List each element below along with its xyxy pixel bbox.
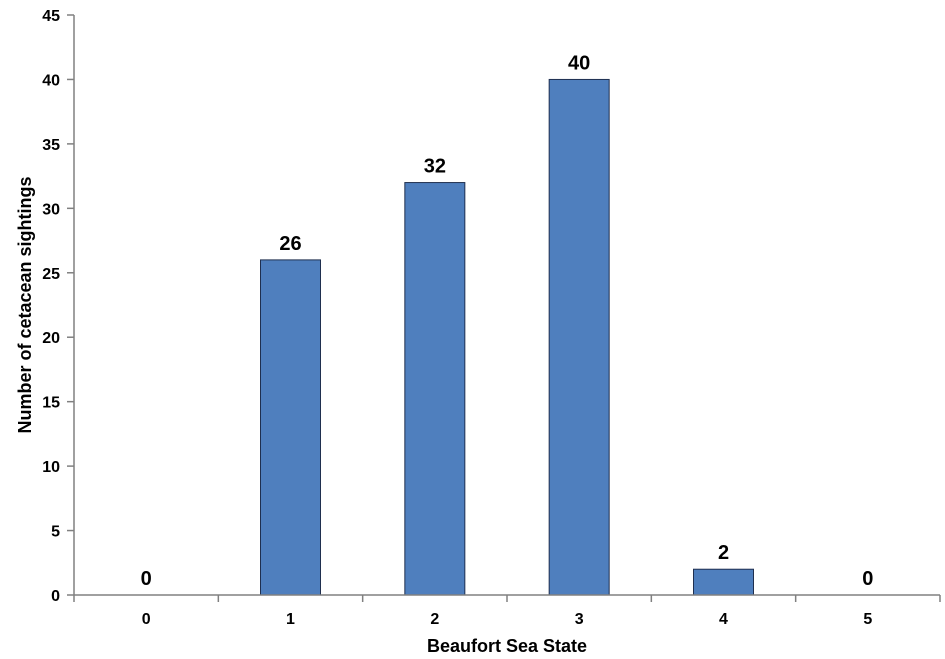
y-tick-label: 5 — [51, 524, 60, 541]
data-label-2: 32 — [424, 156, 446, 178]
y-tick-label: 20 — [42, 330, 60, 347]
data-label-3: 40 — [568, 52, 590, 74]
data-label-1: 26 — [279, 233, 301, 255]
bar-3 — [548, 78, 610, 596]
y-tick-label: 15 — [42, 395, 60, 412]
x-tick-label: 4 — [719, 611, 728, 628]
x-tick-label: 0 — [142, 611, 151, 628]
bar-4 — [693, 568, 754, 596]
y-tick-label: 30 — [42, 201, 60, 218]
bars — [260, 78, 754, 596]
data-label-0: 0 — [141, 568, 152, 590]
data-labels: 0 26 32 40 2 0 — [141, 52, 874, 590]
bar-2 — [404, 182, 466, 596]
y-tick-label: 45 — [42, 8, 60, 25]
x-axis-ticks: 0 1 2 3 4 5 — [73, 595, 941, 628]
x-tick-label: 1 — [286, 611, 295, 628]
y-axis-title: Number of cetacean sightings — [15, 176, 35, 433]
bar-1 — [260, 259, 321, 596]
y-axis-ticks: 0 5 10 15 20 25 30 35 40 45 — [42, 8, 74, 605]
x-axis-title: Beaufort Sea State — [427, 636, 587, 656]
y-tick-label: 35 — [42, 137, 60, 154]
y-tick-label: 10 — [42, 459, 60, 476]
y-tick-label: 0 — [51, 588, 60, 605]
data-label-4: 2 — [718, 542, 729, 564]
x-tick-label: 2 — [430, 611, 439, 628]
x-tick-label: 3 — [575, 611, 584, 628]
y-tick-label: 40 — [42, 72, 60, 89]
data-label-5: 0 — [862, 568, 873, 590]
y-tick-label: 25 — [42, 266, 60, 283]
x-tick-label: 5 — [863, 611, 872, 628]
